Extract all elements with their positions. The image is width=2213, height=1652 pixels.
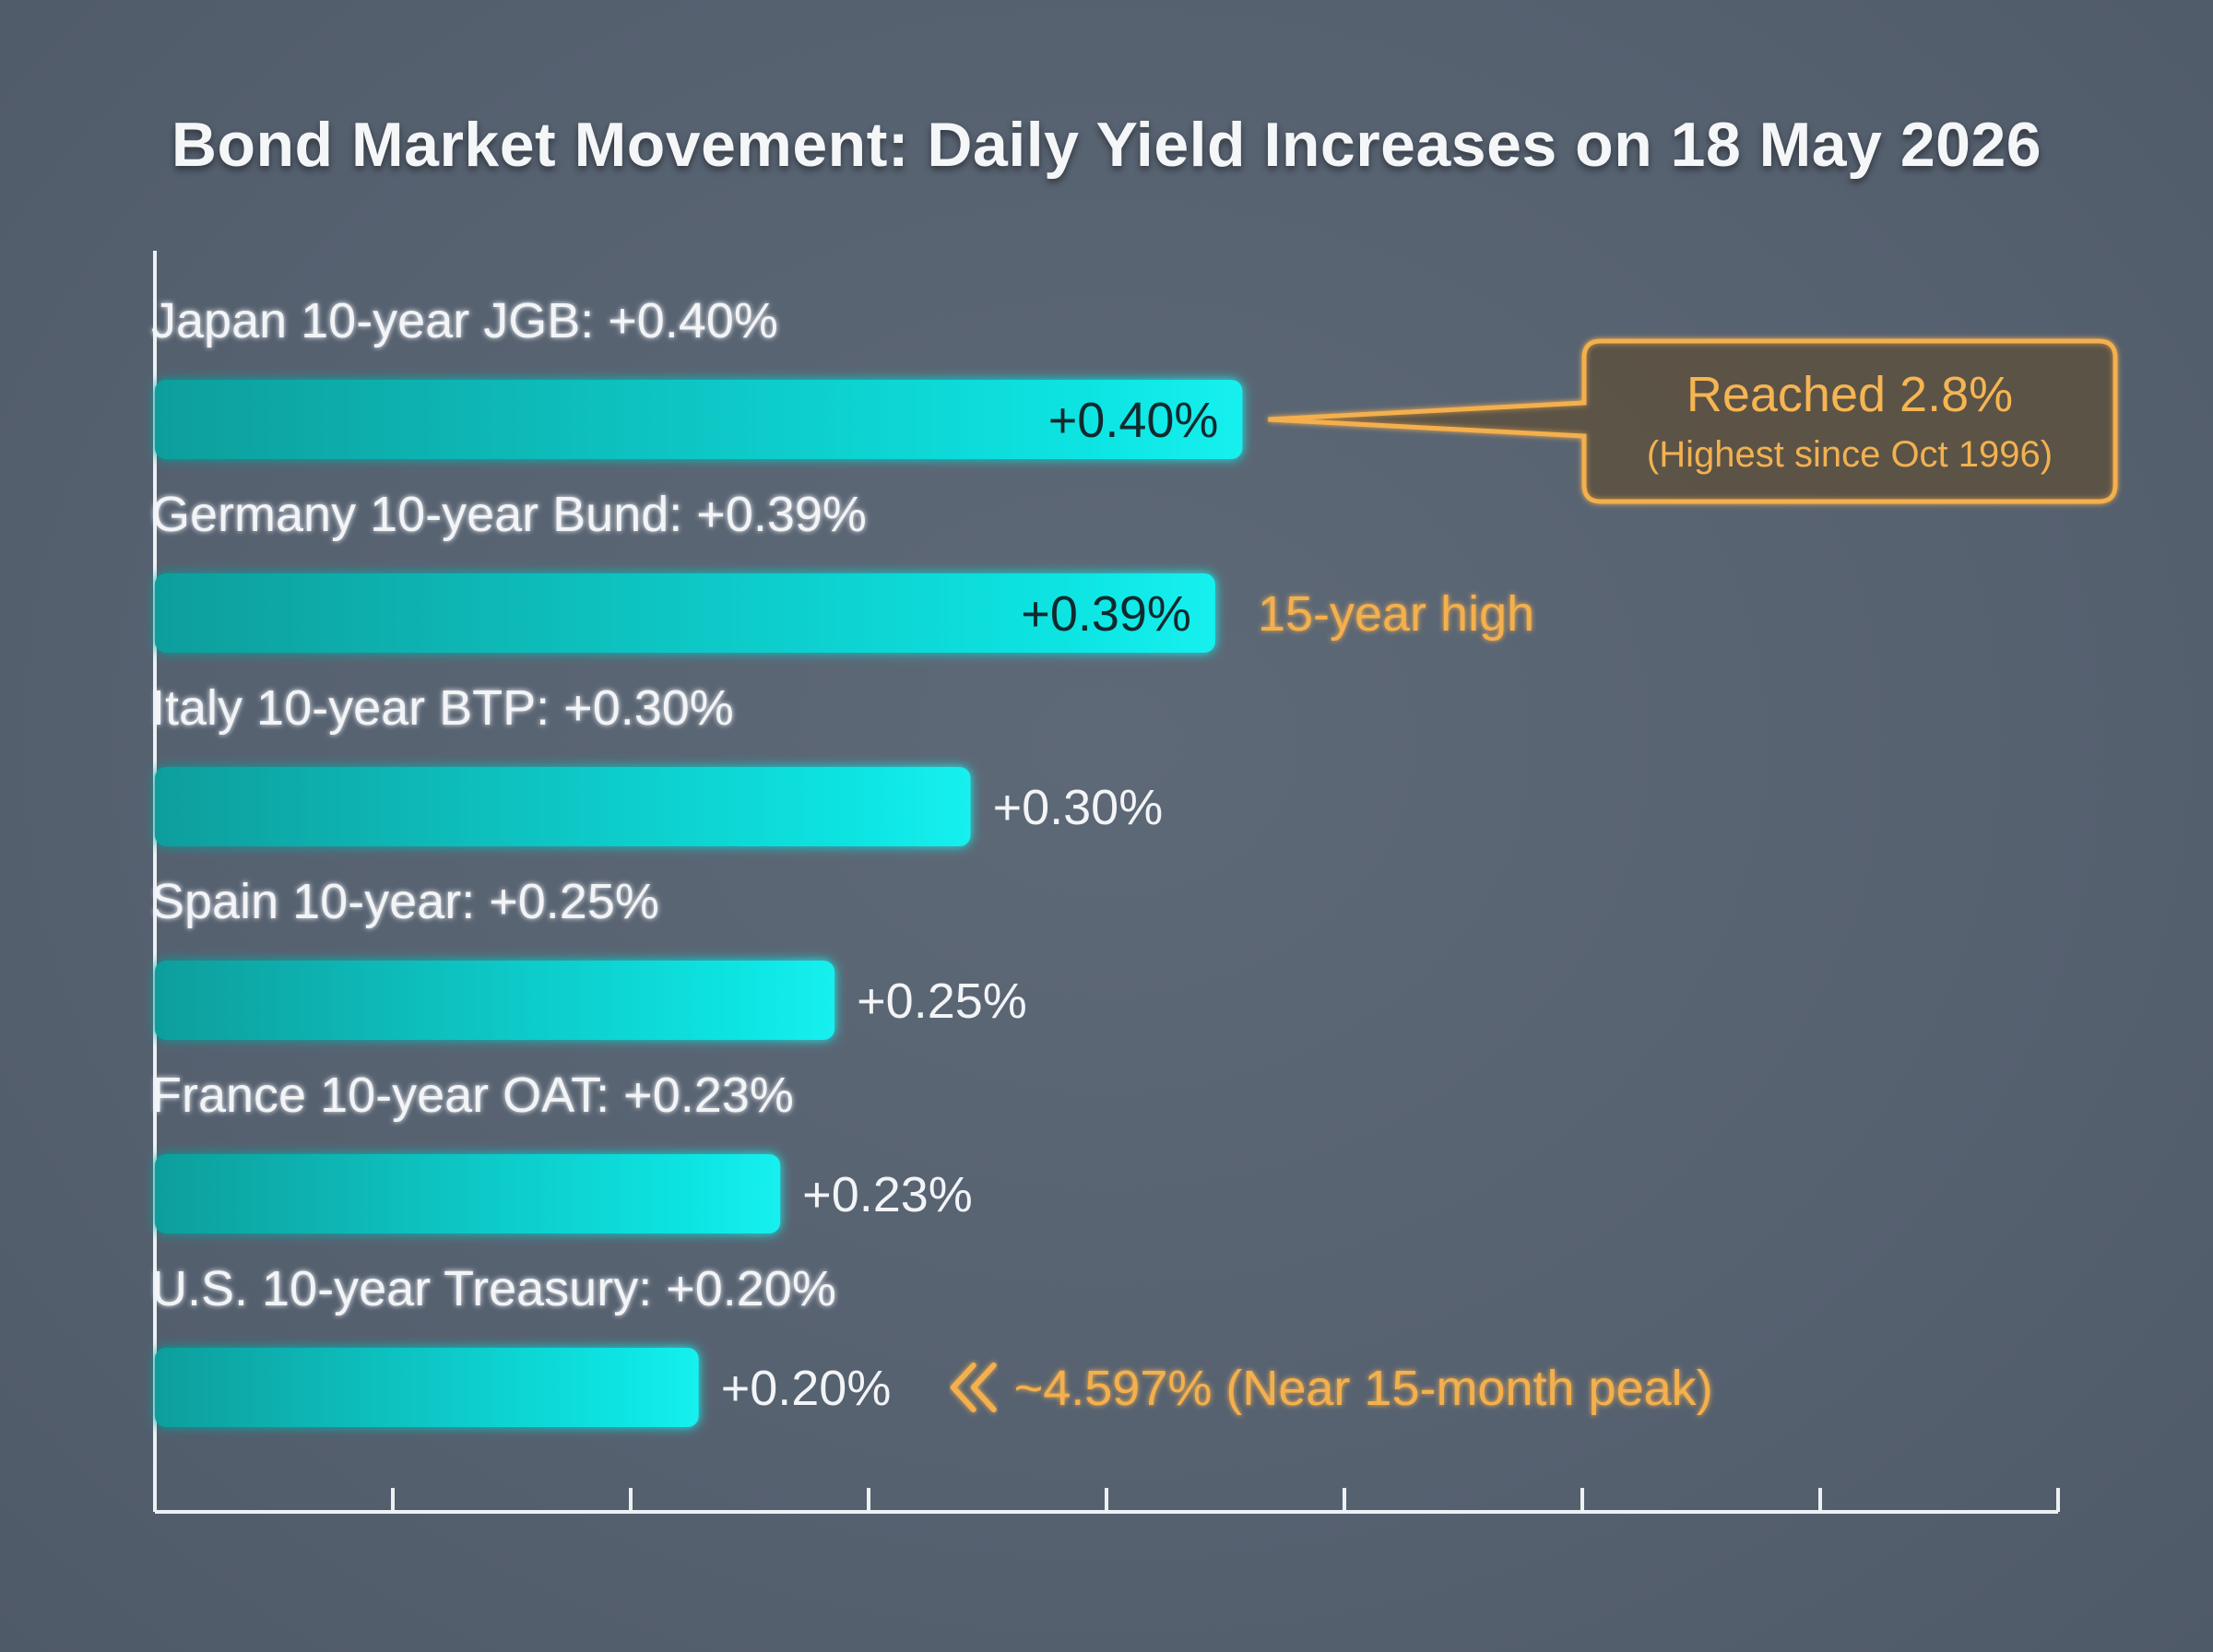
value-label: +0.23%	[802, 1167, 973, 1222]
annotation-box-title: Reached 2.8%	[1686, 367, 2013, 422]
bar	[155, 380, 1243, 459]
annotations: Reached 2.8% (Highest since Oct 1996) 15-y…	[950, 338, 2118, 1416]
chart-title: Bond Market Movement: Daily Yield Increa…	[171, 110, 2042, 180]
category-label: U.S. 10-year Treasury: +0.20%	[151, 1261, 836, 1316]
labels: Japan 10-year JGB: +0.40% +0.40% Germany 1…	[151, 293, 1218, 1416]
annotation-box-subtitle: (Highest since Oct 1996)	[1647, 434, 2053, 475]
axes	[153, 251, 2060, 1514]
annotation-callout-box	[1268, 338, 2118, 504]
bar	[155, 767, 971, 846]
bar	[155, 573, 1215, 653]
bars	[155, 380, 1243, 1427]
value-label: +0.30%	[993, 780, 1164, 835]
value-label: +0.39%	[1021, 586, 1191, 642]
bar	[155, 1154, 781, 1233]
category-label: Germany 10-year Bund: +0.39%	[151, 487, 867, 542]
annotation-us-note: ~4.597% (Near 15-month peak)	[1014, 1361, 1713, 1416]
double-chevron-left-icon	[950, 1363, 997, 1412]
category-label: Spain 10-year: +0.25%	[151, 874, 659, 929]
value-label: +0.20%	[721, 1361, 892, 1416]
annotation-germany-note: 15-year high	[1258, 586, 1534, 642]
category-label: Japan 10-year JGB: +0.40%	[151, 293, 778, 348]
category-label: Italy 10-year BTP: +0.30%	[151, 680, 734, 736]
category-label: France 10-year OAT: +0.23%	[151, 1068, 794, 1123]
bar	[155, 961, 835, 1040]
value-label: +0.40%	[1048, 393, 1219, 448]
value-label: +0.25%	[857, 974, 1027, 1029]
bar	[155, 1348, 699, 1427]
